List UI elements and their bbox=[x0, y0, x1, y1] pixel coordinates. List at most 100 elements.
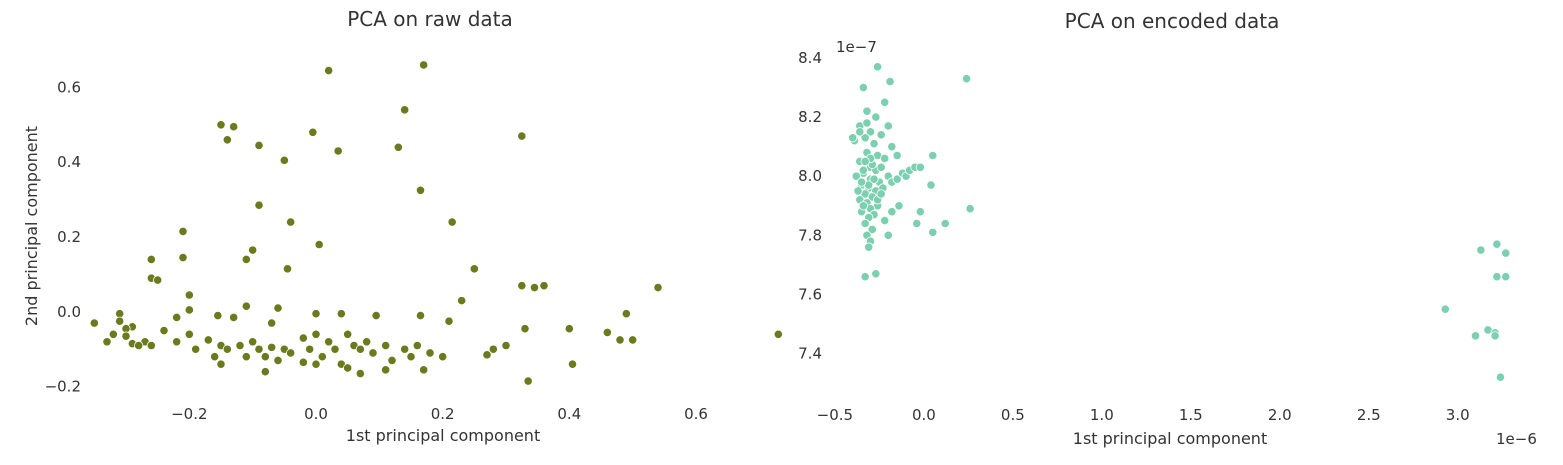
encoded-data-point bbox=[883, 121, 893, 131]
raw-data-point bbox=[210, 352, 220, 362]
raw-data-point bbox=[286, 348, 296, 358]
raw-data-point bbox=[362, 337, 372, 347]
raw-data-point bbox=[343, 329, 353, 339]
encoded-x-tick-label: 2.0 bbox=[1268, 406, 1292, 424]
raw-data-point bbox=[387, 355, 397, 366]
encoded-x-tick-label: 3.0 bbox=[1446, 406, 1470, 424]
raw-data-point bbox=[286, 217, 296, 227]
raw-y-tick-label: 0.4 bbox=[57, 153, 81, 171]
raw-data-point bbox=[146, 340, 156, 351]
raw-data-point bbox=[279, 155, 289, 165]
raw-data-point bbox=[628, 335, 638, 345]
raw-data-point bbox=[298, 333, 308, 343]
raw-data-point bbox=[273, 355, 283, 366]
raw-y-tick-label: 0.2 bbox=[57, 228, 81, 246]
raw-data-point bbox=[444, 316, 454, 326]
raw-data-point bbox=[419, 60, 429, 70]
encoded-y-tick-labels: 7.4 7.6 7.8 8.0 8.2 8.4 bbox=[798, 49, 822, 363]
encoded-y-tick-label: 7.6 bbox=[798, 285, 822, 303]
encoded-data-point bbox=[1490, 331, 1500, 341]
raw-data-point bbox=[438, 352, 448, 362]
raw-data-point bbox=[213, 310, 223, 321]
raw-data-point bbox=[469, 264, 479, 274]
raw-data-point bbox=[355, 368, 365, 379]
encoded-data-point bbox=[848, 133, 858, 143]
raw-data-point bbox=[333, 146, 343, 156]
encoded-data-point bbox=[858, 201, 868, 211]
encoded-data-point bbox=[864, 242, 874, 252]
encoded-data-point bbox=[871, 269, 881, 279]
raw-data-point bbox=[254, 344, 264, 354]
encoded-data-point bbox=[871, 112, 881, 122]
raw-y-tick-label: 0.6 bbox=[57, 78, 81, 96]
encoded-data-point bbox=[1440, 304, 1450, 314]
raw-data-point bbox=[381, 365, 391, 375]
encoded-data-point bbox=[1492, 239, 1502, 249]
raw-data-point bbox=[273, 303, 283, 313]
encoded-data-point bbox=[894, 201, 904, 211]
encoded-data-point bbox=[1495, 372, 1506, 382]
raw-data-point bbox=[393, 142, 403, 152]
raw-data-point bbox=[412, 340, 422, 351]
raw-data-point bbox=[241, 301, 251, 311]
raw-data-point bbox=[267, 318, 277, 328]
raw-x-tick-label: 0.4 bbox=[557, 405, 581, 423]
encoded-data-pca-panel: PCA on encoded data 1e−7 1e−6 −0.5 0.0 0.5… bbox=[798, 9, 1537, 448]
raw-chart-title: PCA on raw data bbox=[347, 7, 513, 31]
encoded-data-point bbox=[965, 204, 975, 214]
encoded-data-point bbox=[912, 218, 922, 229]
raw-data-point bbox=[241, 352, 251, 362]
encoded-data-point bbox=[865, 127, 876, 137]
encoded-x-tick-label: 1.5 bbox=[1179, 406, 1203, 424]
encoded-y-tick-label: 8.2 bbox=[798, 108, 822, 126]
raw-data-point bbox=[267, 342, 277, 352]
encoded-data-point bbox=[1470, 331, 1481, 341]
raw-data-point bbox=[178, 226, 188, 237]
encoded-data-point bbox=[1501, 272, 1511, 282]
encoded-y-tick-label: 7.4 bbox=[798, 345, 822, 363]
raw-data-point bbox=[216, 359, 226, 369]
raw-x-tick-label: 0.2 bbox=[431, 405, 455, 423]
raw-data-point bbox=[314, 239, 324, 250]
encoded-data-point bbox=[1476, 245, 1486, 255]
encoded-x-axis-label: 1st principal component bbox=[1073, 429, 1267, 448]
encoded-x-offset-label: 1e−6 bbox=[1496, 430, 1537, 448]
encoded-x-tick-label: 0.0 bbox=[912, 406, 936, 424]
raw-data-point bbox=[482, 350, 492, 360]
raw-data-point bbox=[311, 329, 321, 339]
raw-data-point bbox=[324, 337, 334, 347]
encoded-data-point bbox=[892, 150, 902, 161]
encoded-data-point bbox=[858, 82, 868, 93]
raw-data-point bbox=[229, 122, 239, 132]
encoded-data-point bbox=[860, 272, 870, 282]
raw-data-point bbox=[153, 275, 163, 285]
encoded-chart-title: PCA on encoded data bbox=[1065, 9, 1280, 33]
encoded-data-point bbox=[961, 74, 972, 84]
raw-data-point bbox=[523, 376, 533, 386]
raw-data-point bbox=[260, 352, 270, 362]
raw-data-point bbox=[406, 352, 416, 362]
raw-data-point bbox=[311, 359, 321, 369]
encoded-data-point bbox=[1492, 272, 1502, 282]
raw-data-point bbox=[115, 316, 125, 326]
raw-data-point bbox=[501, 340, 511, 351]
raw-data-point bbox=[567, 359, 578, 369]
encoded-data-point bbox=[876, 130, 886, 140]
raw-data-point bbox=[172, 312, 182, 323]
raw-data-point bbox=[159, 325, 169, 336]
raw-x-axis-label: 1st principal component bbox=[346, 426, 540, 445]
raw-data-point bbox=[529, 282, 540, 293]
raw-y-tick-label: −0.2 bbox=[45, 378, 81, 396]
raw-data-point bbox=[539, 281, 549, 291]
raw-data-point bbox=[488, 344, 498, 354]
encoded-data-point bbox=[860, 156, 870, 167]
raw-data-point bbox=[121, 331, 131, 341]
encoded-data-point bbox=[869, 139, 879, 149]
raw-data-point bbox=[222, 344, 232, 354]
encoded-data-point bbox=[867, 224, 877, 235]
raw-data-point bbox=[305, 344, 315, 354]
encoded-scatter-points bbox=[848, 62, 1511, 382]
encoded-data-point bbox=[928, 227, 938, 237]
raw-data-point bbox=[520, 324, 530, 334]
encoded-x-tick-labels: −0.5 0.0 0.5 1.0 1.5 2.0 2.5 3.0 bbox=[817, 406, 1470, 424]
